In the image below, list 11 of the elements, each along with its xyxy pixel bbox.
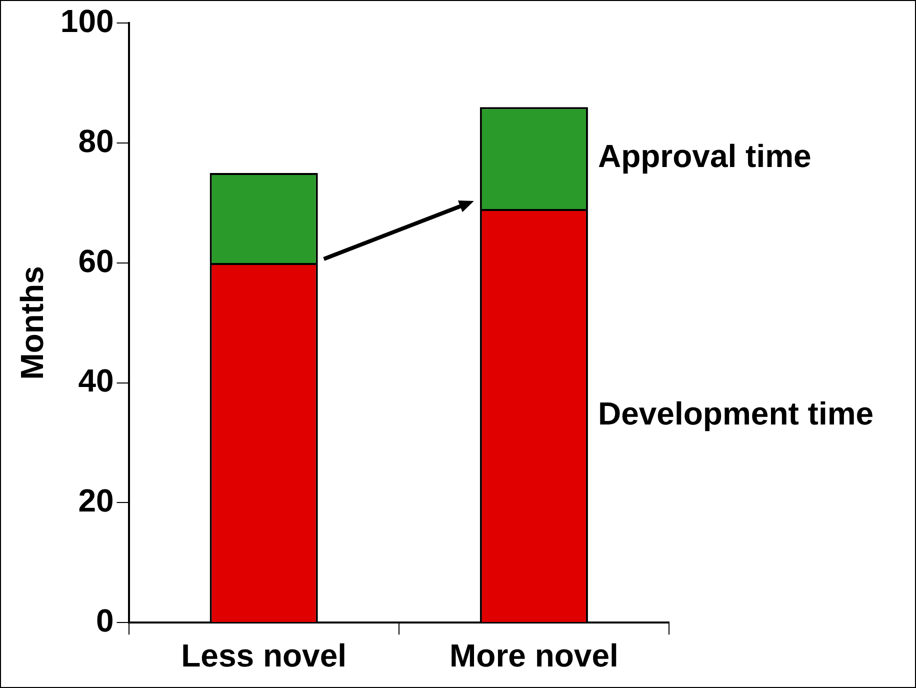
x-tick-label: More novel (449, 638, 618, 674)
y-tick-label: 80 (78, 122, 114, 159)
y-tick-label: 0 (96, 602, 114, 638)
series-label: Development time (598, 395, 874, 432)
y-tick-label: 60 (78, 242, 114, 279)
y-tick-label: 100 (60, 3, 114, 40)
y-tick-label: 20 (78, 482, 114, 519)
y-tick-label: 40 (78, 362, 114, 399)
series-label: Approval time (598, 138, 812, 174)
x-tick-label: Less novel (181, 638, 347, 674)
y-axis-title: Months (14, 266, 50, 380)
